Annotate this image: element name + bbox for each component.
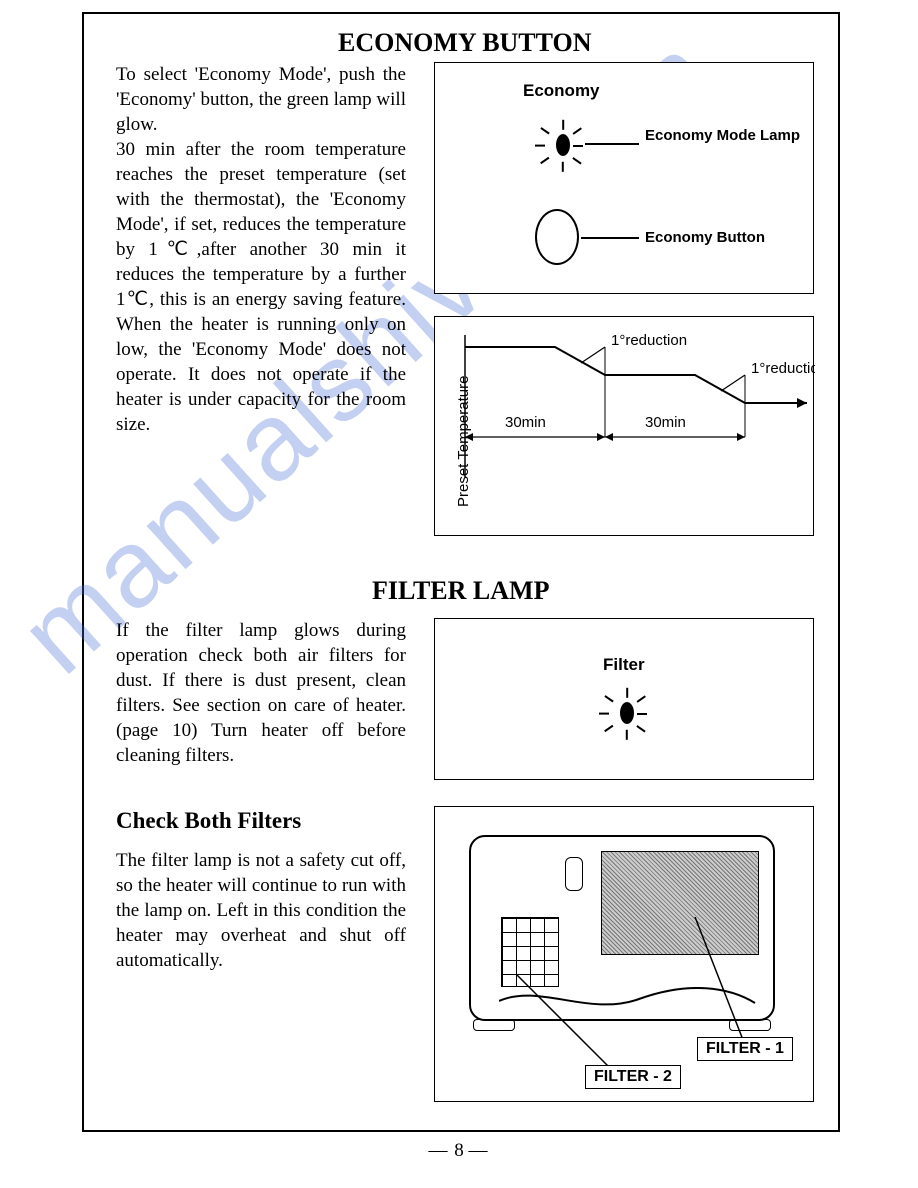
- economy-reduction-chart: 30min 30min 1°reduction 1°reduction: [435, 317, 815, 537]
- diagram-filter-lamp: Filter: [434, 618, 814, 780]
- leader-line: [581, 237, 639, 239]
- economy-button-icon: [535, 209, 579, 265]
- filter-diagram-title: Filter: [603, 655, 645, 675]
- check-filters-body: The filter lamp is not a safety cut off,…: [116, 848, 406, 973]
- diagram-economy-panel: Economy Economy Mode Lamp Economy Button: [434, 62, 814, 294]
- page-number: — 8 —: [0, 1140, 918, 1162]
- filter-2-label: FILTER - 2: [585, 1065, 681, 1089]
- page-number-value: 8: [454, 1140, 464, 1161]
- section-title-filter: FILTER LAMP: [372, 576, 549, 606]
- svg-text:30min: 30min: [645, 414, 686, 431]
- check-filters-heading: Check Both Filters: [116, 808, 301, 834]
- svg-text:1°reduction: 1°reduction: [611, 332, 687, 349]
- filter-body-text: If the filter lamp glows during operatio…: [116, 618, 406, 768]
- economy-button-label: Economy Button: [645, 229, 765, 246]
- economy-body-text: To select 'Economy Mode', push the 'Econ…: [116, 62, 406, 437]
- economy-diagram-title: Economy: [523, 81, 600, 101]
- svg-text:30min: 30min: [505, 414, 546, 431]
- economy-mode-lamp-icon: [543, 125, 583, 165]
- svg-text:1°reduction: 1°reduction: [751, 360, 815, 377]
- filter-1-label: FILTER - 1: [697, 1037, 793, 1061]
- section-title-economy: ECONOMY BUTTON: [338, 28, 592, 58]
- filter-lamp-icon: [607, 693, 647, 733]
- diagram-heater-filters: FILTER - 1 FILTER - 2: [434, 806, 814, 1102]
- leader-line: [585, 143, 639, 145]
- economy-mode-lamp-label: Economy Mode Lamp: [645, 127, 800, 145]
- diagram-economy-chart: Preset Temperature 30min30min1°reduction…: [434, 316, 814, 536]
